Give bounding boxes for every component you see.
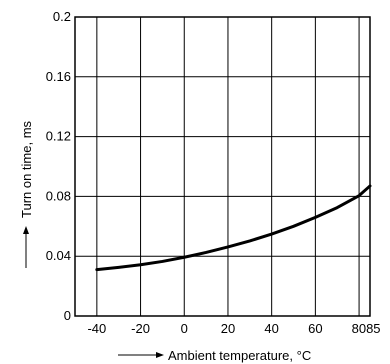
x-tick-label: -40	[87, 321, 106, 336]
x-axis-label-group: Ambient temperature, °C	[118, 348, 311, 363]
y-axis-label-group: Turn on time, ms	[19, 120, 34, 268]
x-tick-label: 20	[221, 321, 235, 336]
x-axis-label: Ambient temperature, °C	[168, 348, 311, 363]
x-axis-arrow-head	[156, 352, 164, 358]
y-axis-label: Turn on time, ms	[19, 120, 34, 218]
y-tick-labels: 0 0.04 0.08 0.12 0.16 0.2	[46, 9, 71, 323]
y-tick-label: 0.08	[46, 188, 71, 203]
y-tick-label: 0.16	[46, 69, 71, 84]
y-axis-arrow-head	[23, 226, 29, 234]
y-tick-label: 0.2	[53, 9, 71, 24]
plot-frame	[74, 16, 371, 317]
x-tick-label: 0	[181, 321, 188, 336]
x-tick-label: 60	[308, 321, 322, 336]
y-tick-label: 0.12	[46, 129, 71, 144]
x-tick-label: -20	[131, 321, 150, 336]
x-tick-label: 85	[366, 321, 380, 336]
y-tick-label: 0	[64, 308, 71, 323]
x-tick-labels: -40 -20 0 20 40 60 80 85	[87, 321, 380, 336]
grid	[75, 17, 370, 316]
x-tick-label: 40	[264, 321, 278, 336]
series-line	[95, 184, 372, 272]
x-tick-label: 80	[352, 321, 366, 336]
y-tick-label: 0.04	[46, 248, 71, 263]
